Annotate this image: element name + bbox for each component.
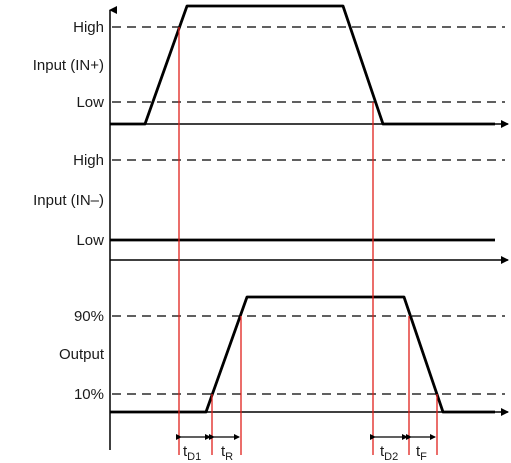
- label-td1: tD1: [183, 443, 201, 463]
- label-low-in-plus: Low: [76, 94, 104, 111]
- label-tf-main: t: [416, 443, 421, 460]
- label-tr-sub: R: [225, 451, 233, 463]
- label-tr: tR: [221, 443, 233, 463]
- label-td1-main: t: [183, 443, 188, 460]
- label-td1-sub: D1: [187, 451, 201, 463]
- label-high-in-minus: High: [73, 152, 104, 169]
- signal-input-plus: [110, 4, 495, 126]
- label-td2: tD2: [380, 443, 398, 463]
- label-title-in-plus: Input (IN+): [33, 57, 104, 74]
- label-low-in-minus: Low: [76, 232, 104, 249]
- label-tf-sub: F: [420, 451, 427, 463]
- label-title-output: Output: [59, 346, 105, 363]
- label-tf: tF: [416, 443, 427, 463]
- signal-output: [110, 295, 495, 414]
- threshold-lines: [112, 26, 505, 395]
- label-td2-sub: D2: [384, 451, 398, 463]
- label-high-in-plus: High: [73, 19, 104, 36]
- label-tr-main: t: [221, 443, 226, 460]
- label-10-output: 10%: [74, 386, 104, 403]
- timing-markers: [178, 27, 438, 455]
- label-90-output: 90%: [74, 308, 104, 325]
- label-td2-main: t: [380, 443, 385, 460]
- label-title-in-minus: Input (IN–): [33, 192, 104, 209]
